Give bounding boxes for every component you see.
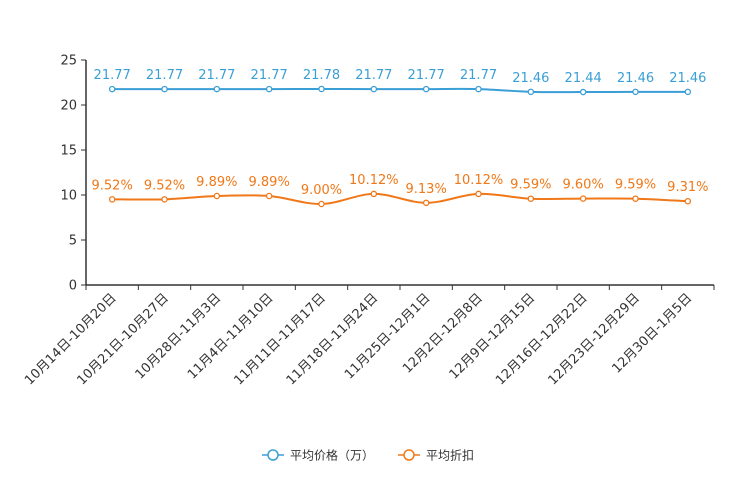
- series-2-point: [684, 197, 692, 205]
- x-tick-label: 12月23日-12月29日: [545, 291, 642, 388]
- series-1-point: [527, 88, 535, 96]
- series-2-point: [475, 190, 482, 198]
- series-2-data-label: 10.12%: [454, 173, 504, 188]
- series-1-point: [632, 88, 639, 96]
- series-2-point: [161, 196, 168, 203]
- y-tick-label: 5: [69, 234, 77, 249]
- x-tick-label: 10月14日-10月20日: [22, 291, 119, 388]
- series-2-point: [108, 196, 116, 203]
- series-2-data-label: 9.52%: [92, 178, 133, 193]
- series-lines: [108, 85, 692, 208]
- series-1-data-label: 21.77: [94, 68, 131, 83]
- legend-label: 平均价格（万）: [290, 448, 374, 463]
- series-line-1: [112, 87, 688, 94]
- series-line-2: [112, 192, 688, 206]
- series-1-data-label: 21.46: [512, 71, 549, 86]
- series-2-data-label: 9.31%: [667, 180, 708, 195]
- legend-item-2[interactable]: 平均折扣: [398, 448, 474, 463]
- legend-item-1[interactable]: 平均价格（万）: [262, 448, 374, 463]
- series-1-data-label: 21.46: [617, 71, 654, 86]
- series-2-data-label: 9.60%: [563, 178, 604, 193]
- x-tick-label: 11月11日-11月17日: [231, 291, 328, 388]
- series-2-point: [527, 195, 535, 202]
- series-1-point: [422, 85, 430, 93]
- series-2-data-label: 9.59%: [615, 178, 656, 193]
- data-labels: 21.77 21.77 21.77 21.77 21.78 21.77 21.77 21.77…: [92, 68, 709, 198]
- series-1-point: [161, 85, 168, 93]
- y-tick-label: 0: [69, 279, 77, 294]
- y-tick-label: 15: [60, 144, 77, 159]
- series-2-data-label: 9.52%: [144, 178, 185, 193]
- series-1-point: [684, 88, 692, 96]
- series-1-point: [265, 85, 273, 93]
- legend-marker-icon: [403, 449, 415, 461]
- series-2-data-label: 9.89%: [249, 175, 290, 190]
- series-1-data-label: 21.77: [355, 68, 392, 83]
- series-1-data-label: 21.44: [565, 71, 602, 86]
- y-tick-label: 10: [60, 189, 77, 204]
- series-2-point: [579, 195, 587, 202]
- series-2-data-label: 9.89%: [196, 175, 237, 190]
- series-1-point: [370, 85, 378, 93]
- series-1-point: [579, 88, 587, 96]
- series-1-data-label: 21.77: [408, 68, 445, 83]
- legend[interactable]: 平均价格（万） 平均折扣: [262, 448, 474, 463]
- series-1-data-label: 21.78: [303, 68, 340, 83]
- series-2-point: [318, 200, 325, 208]
- legend-marker-icon: [267, 449, 279, 461]
- series-1-data-label: 21.46: [669, 71, 706, 86]
- x-tick-label: 11月18日-11月24日: [284, 291, 381, 388]
- series-1-point: [108, 85, 116, 93]
- series-1-data-label: 21.77: [198, 68, 235, 83]
- series-2-point: [632, 195, 639, 202]
- series-2-data-label: 9.13%: [406, 182, 447, 197]
- series-1-data-label: 21.77: [146, 68, 183, 83]
- series-1-data-label: 21.77: [460, 68, 497, 83]
- legend-label: 平均折扣: [426, 448, 474, 463]
- x-tick-label: 10月21日-10月27日: [74, 291, 171, 388]
- series-2-data-label: 10.12%: [349, 173, 399, 188]
- series-1-point: [213, 85, 221, 93]
- y-tick-label: 20: [60, 99, 77, 114]
- axes: 051015202510月14日-10月20日10月21日-10月27日10月2…: [22, 54, 715, 388]
- series-2-data-label: 9.00%: [301, 183, 342, 198]
- series-1-data-label: 21.77: [251, 68, 288, 83]
- x-tick-label: 12月16日-12月22日: [493, 291, 590, 388]
- series-2-point: [370, 190, 378, 198]
- series-2-data-label: 9.59%: [510, 178, 551, 193]
- y-tick-label: 25: [60, 54, 77, 69]
- series-2-point: [422, 199, 430, 207]
- series-1-point: [475, 85, 482, 93]
- series-2-point: [213, 192, 221, 200]
- series-2-point: [265, 192, 273, 200]
- series-1-point: [318, 85, 325, 93]
